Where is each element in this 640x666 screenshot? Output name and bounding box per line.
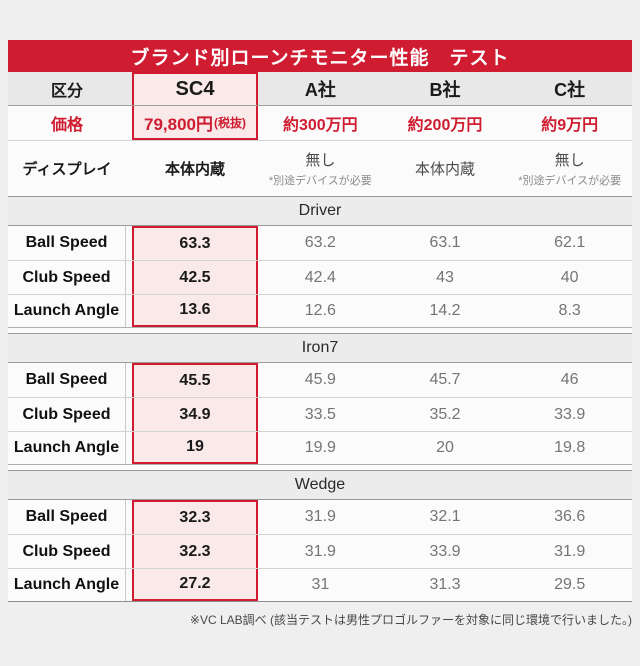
display-c-note: *別途デバイスが必要 (518, 175, 622, 187)
wedge-launch-angle-row: Launch Angle 27.2 31 31.3 29.5 (8, 568, 632, 602)
price-row: 価格 79,800円 (税抜) 約300万円 約200万円 約9万円 (8, 105, 632, 140)
metric-label: Launch Angle (8, 569, 126, 601)
value-b: 33.9 (429, 542, 461, 560)
section-header-iron7: Iron7 (8, 333, 632, 363)
section-gap (8, 465, 632, 470)
value-c: 62.1 (554, 234, 586, 251)
metric-label: Launch Angle (8, 432, 126, 464)
value-a: 31.9 (304, 508, 336, 525)
metric-label: Club Speed (8, 535, 126, 568)
value-sc4: 63.3 (132, 226, 258, 260)
comparison-table: 区分 SC4 A社 B社 C社 価格 79,800円 (税抜) 約300万円 約… (8, 72, 632, 602)
value-a: 63.2 (304, 234, 336, 251)
metric-label: Ball Speed (8, 500, 126, 534)
price-c: 約9万円 (541, 117, 599, 134)
value-sc4: 42.5 (132, 261, 258, 294)
value-c: 19.8 (554, 439, 586, 456)
value-b: 14.2 (429, 302, 461, 319)
display-sc4: 本体内蔵 (164, 161, 225, 178)
metric-label: Ball Speed (8, 226, 126, 260)
header-brand-b: B社 (429, 79, 461, 100)
header-brand-a: A社 (304, 79, 336, 100)
value-a: 45.9 (304, 371, 336, 388)
value-c: 31.9 (554, 542, 586, 560)
value-sc4: 34.9 (132, 398, 258, 431)
section-gap (8, 328, 632, 333)
section-header-wedge: Wedge (8, 470, 632, 500)
header-brand-sc4: SC4 (132, 72, 258, 105)
value-sc4: 27.2 (132, 569, 258, 601)
iron7-club-speed-row: Club Speed 34.9 33.5 35.2 33.9 (8, 397, 632, 431)
value-sc4: 13.6 (132, 295, 258, 327)
price-b: 約200万円 (407, 117, 483, 134)
value-a: 31.9 (304, 542, 336, 560)
driver-launch-angle-row: Launch Angle 13.6 12.6 14.2 8.3 (8, 294, 632, 328)
value-a: 19.9 (304, 439, 336, 456)
display-row: ディスプレイ 本体内蔵 無し *別途デバイスが必要 本体内蔵 無し *別途デバイ… (8, 140, 632, 196)
iron7-ball-speed-row: Ball Speed 45.5 45.9 45.7 46 (8, 363, 632, 397)
value-c: 40 (560, 268, 579, 286)
value-sc4: 19 (132, 432, 258, 464)
display-b-value: 本体内蔵 (415, 161, 476, 178)
value-a: 42.4 (304, 268, 336, 286)
display-c: 無し *別途デバイスが必要 (507, 141, 632, 196)
value-b: 45.7 (429, 371, 461, 388)
metric-label: Ball Speed (8, 363, 126, 397)
value-b: 20 (436, 439, 454, 456)
metric-label: Club Speed (8, 398, 126, 431)
value-a: 33.5 (304, 405, 336, 423)
value-sc4: 45.5 (132, 363, 258, 397)
section-header-driver: Driver (8, 196, 632, 226)
display-label: ディスプレイ (22, 161, 112, 178)
price-label: 価格 (50, 117, 83, 134)
value-c: 33.9 (554, 405, 586, 423)
value-b: 31.3 (429, 576, 461, 593)
header-brand-c: C社 (554, 79, 586, 100)
driver-ball-speed-row: Ball Speed 63.3 63.2 63.1 62.1 (8, 226, 632, 260)
display-c-value: 無し (554, 152, 585, 169)
source-note: ※VC LAB調べ (該当テストは男性プロゴルファーを対象に同じ環境で行いました… (189, 613, 632, 627)
metric-label: Launch Angle (8, 295, 126, 327)
value-b: 35.2 (429, 405, 461, 423)
wedge-club-speed-row: Club Speed 32.3 31.9 33.9 31.9 (8, 534, 632, 568)
iron7-launch-angle-row: Launch Angle 19 19.9 20 19.8 (8, 431, 632, 465)
value-c: 29.5 (554, 576, 586, 593)
header-category: 区分 (50, 82, 83, 100)
price-sc4-amount: 79,800円 (144, 114, 213, 134)
display-b: 本体内蔵 (383, 141, 508, 196)
value-b: 32.1 (429, 508, 461, 525)
price-a: 約300万円 (282, 117, 358, 134)
price-sc4: 79,800円 (税抜) (132, 106, 258, 140)
driver-club-speed-row: Club Speed 42.5 42.4 43 40 (8, 260, 632, 294)
metric-label: Club Speed (8, 261, 126, 294)
price-sc4-tax-note: (税抜) (214, 115, 246, 130)
value-b: 63.1 (429, 234, 461, 251)
value-c: 8.3 (558, 302, 581, 319)
value-b: 43 (436, 268, 454, 286)
value-sc4: 32.3 (132, 500, 258, 534)
value-a: 12.6 (304, 302, 336, 319)
table-header-row: 区分 SC4 A社 B社 C社 (8, 72, 632, 105)
value-c: 36.6 (554, 508, 586, 525)
wedge-ball-speed-row: Ball Speed 32.3 31.9 32.1 36.6 (8, 500, 632, 534)
display-a-note: *別途デバイスが必要 (268, 175, 372, 187)
value-c: 46 (560, 371, 579, 388)
content: ブランド別ローンチモニター性能 テスト 区分 SC4 A社 B社 C社 価格 7… (8, 40, 632, 628)
display-a-value: 無し (305, 152, 336, 169)
value-sc4: 32.3 (132, 535, 258, 568)
display-a: 無し *別途デバイスが必要 (258, 141, 383, 196)
page-title: ブランド別ローンチモニター性能 テスト (130, 47, 510, 69)
value-a: 31 (311, 576, 330, 593)
title-bar: ブランド別ローンチモニター性能 テスト (8, 40, 632, 72)
